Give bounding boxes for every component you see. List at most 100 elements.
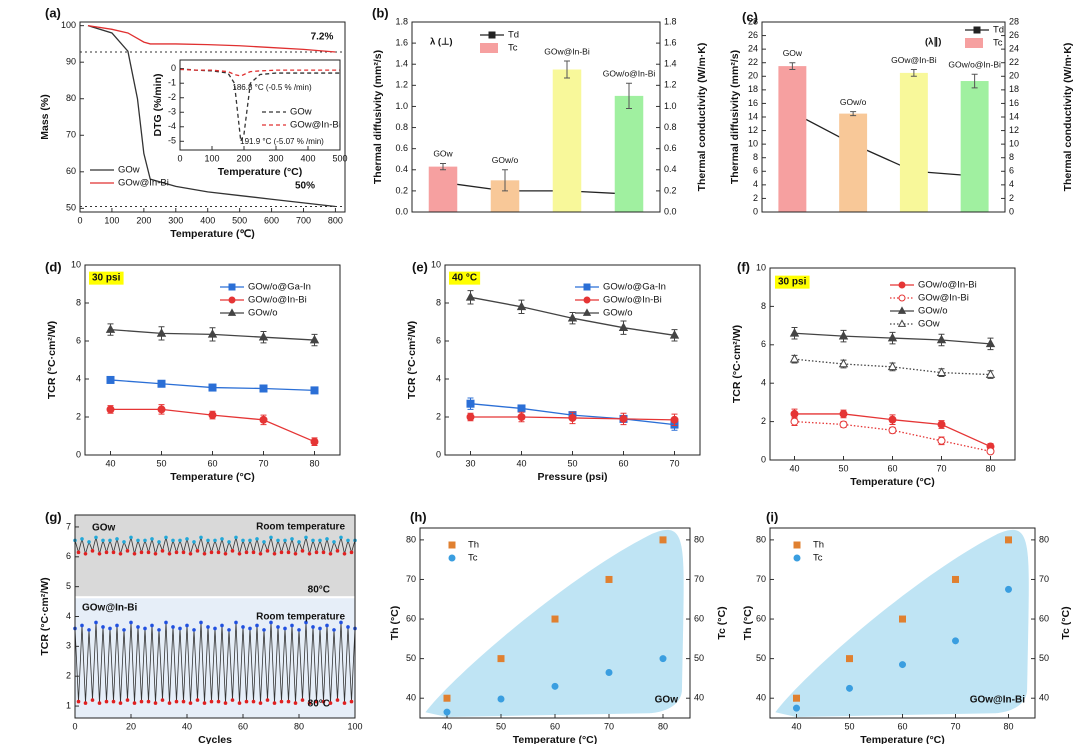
panel-label: (c): [742, 9, 758, 24]
x-tick-label: 50: [496, 721, 506, 731]
data-point: [335, 698, 340, 702]
data-point: [125, 698, 130, 702]
x-tick-label: 200: [136, 215, 151, 225]
y2-tick-label: 16: [1009, 98, 1019, 108]
y-axis-label: Thermal diffusivity (mm²/s): [729, 50, 741, 184]
y-tick-label: 100: [61, 20, 76, 30]
x-tick-label: 70: [669, 458, 679, 468]
region-blob: [775, 529, 1029, 718]
legend-marker: [582, 308, 592, 316]
data-point: [304, 535, 308, 540]
data-point: [276, 538, 280, 543]
x-tick-label: 60: [887, 463, 897, 473]
x-tick-label: 300: [168, 215, 183, 225]
y2-tick-label: 6: [1009, 166, 1014, 176]
data-point: [567, 312, 578, 322]
y-tick-label: 6: [761, 339, 766, 349]
legend-swatch: [965, 38, 983, 48]
panel-label: (e): [412, 259, 428, 274]
legend-label: GOw/o: [918, 306, 948, 317]
annotation-background: [775, 275, 810, 289]
data-point: [790, 417, 799, 426]
y-tick-label: -5: [168, 136, 176, 146]
y2-tick-label: 1.2: [664, 80, 677, 90]
annotation: 30 psi: [92, 273, 121, 284]
legend-marker: [583, 283, 591, 291]
data-point: [265, 549, 270, 553]
panel: 0 100 200 300 400 500 600 700 800 50 60 70 80 90 100 GO…: [39, 5, 346, 240]
data-point: [90, 549, 95, 553]
legend-label: GOw@In-Bi: [290, 120, 341, 131]
y2-tick-label: 20: [1009, 71, 1019, 81]
y-tick-label: 70: [406, 574, 416, 584]
y-tick-label: 24: [748, 44, 758, 54]
data-point: [106, 375, 115, 384]
data-point: [551, 682, 559, 690]
plot-frame: [74, 514, 356, 719]
data-point: [132, 701, 137, 705]
data-point: [838, 358, 849, 368]
data-point: [262, 540, 266, 544]
y2-tick-label: 18: [1009, 84, 1019, 94]
y-tick-label: 8: [753, 152, 758, 162]
y-tick-label: 0.4: [395, 164, 408, 174]
data-point: [83, 552, 88, 556]
data-point: [132, 552, 137, 556]
data-point: [297, 628, 301, 632]
x-tick-label: 700: [296, 215, 311, 225]
x-tick-label: 60: [238, 721, 248, 731]
data-point: [310, 386, 319, 395]
data-point: [237, 701, 242, 705]
annotation: GOw: [655, 695, 679, 706]
data-point: [80, 623, 84, 628]
annotation: 80°C: [308, 699, 330, 710]
data-point: [265, 698, 270, 702]
bar: [778, 66, 807, 212]
data-point: [118, 552, 123, 556]
x-tick-label: 40: [182, 721, 192, 731]
legend-label: Th: [813, 540, 824, 551]
bar: [428, 166, 458, 212]
x-axis-label: Temperature (℃): [170, 228, 255, 240]
y2-tick-label: 70: [694, 574, 704, 584]
data-point: [346, 625, 350, 629]
y2-tick-label: 1.0: [664, 101, 677, 111]
error-bar: [910, 69, 917, 77]
x-tick-label: 40: [516, 458, 526, 468]
annotation-background: [449, 271, 481, 285]
data-point: [171, 538, 175, 543]
x-tick-label: 70: [258, 458, 268, 468]
data-point: [466, 399, 475, 408]
error-bar: [564, 60, 570, 79]
data-point: [269, 620, 273, 625]
data-point: [111, 550, 116, 555]
y-tick-label: 1: [66, 700, 71, 710]
data-point: [297, 540, 301, 544]
error-bar: [440, 162, 446, 171]
y-tick-label: 7: [66, 521, 71, 531]
category-label: GOw/o: [840, 97, 867, 107]
y-tick-label: -1: [168, 78, 176, 88]
y-tick-label: 2: [66, 671, 71, 681]
y-tick-label: 2: [76, 411, 81, 421]
data-point: [311, 538, 315, 543]
legend-label: Td: [993, 25, 1004, 36]
y-tick-label: 2: [436, 411, 441, 421]
y-tick-label: 1.2: [395, 80, 408, 90]
data-point: [80, 537, 84, 541]
data-point: [223, 552, 228, 556]
category-label: GOw@In-Bi: [544, 46, 590, 56]
series-line: [794, 420, 991, 452]
y2-axis-label: Tc (°C): [1060, 606, 1072, 639]
bar: [614, 95, 644, 212]
data-point: [346, 538, 350, 543]
legend-label: GOw/o: [603, 308, 633, 319]
panel: 0 20 40 60 80 100 1 2 3 4 5 6 7 GOw Room temperature 80…: [39, 509, 363, 745]
data-point: [293, 701, 298, 705]
data-point: [605, 668, 613, 676]
plot-frame: [444, 264, 701, 456]
error-bar: [502, 169, 508, 192]
data-point: [937, 436, 946, 445]
bar: [899, 72, 928, 213]
data-point: [937, 420, 946, 429]
